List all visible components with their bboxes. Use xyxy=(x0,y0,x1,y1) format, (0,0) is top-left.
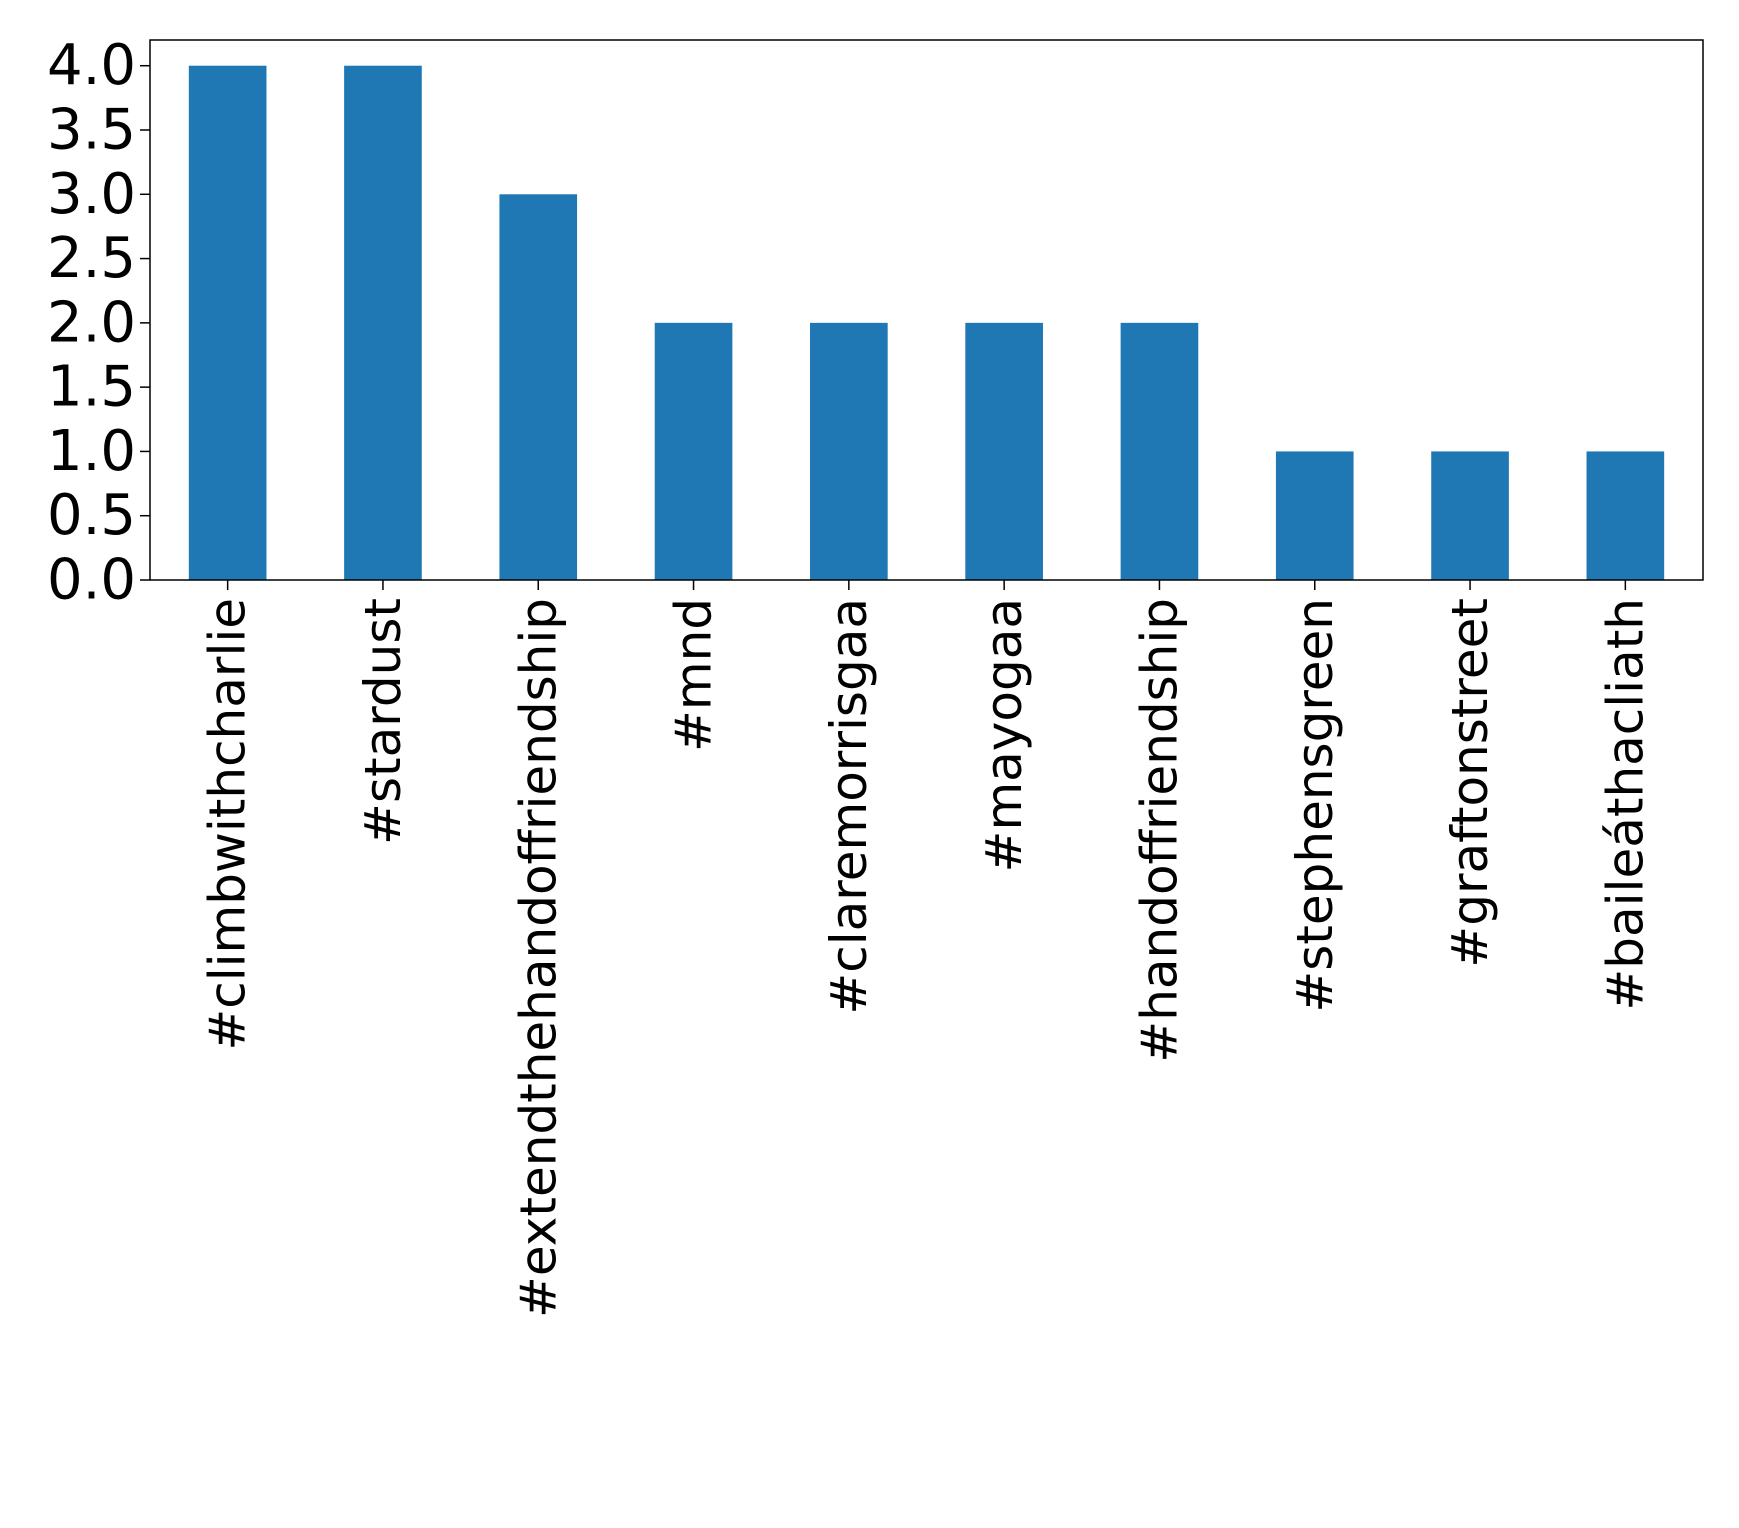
x-tick-label: #stephensgreen xyxy=(1286,598,1344,1013)
x-tick-label: #mayogaa xyxy=(975,598,1033,872)
bar-9 xyxy=(1586,451,1665,580)
bar-1 xyxy=(344,65,422,580)
y-axis: 0.00.51.01.52.02.53.03.54.0 xyxy=(47,33,150,613)
x-tick-label: #baileáthacliath xyxy=(1596,598,1654,1011)
y-tick-label: 2.0 xyxy=(47,290,136,355)
bar-8 xyxy=(1431,451,1509,580)
bar-0 xyxy=(188,65,267,580)
bar-5 xyxy=(965,322,1043,580)
y-tick-label: 3.5 xyxy=(47,98,136,163)
x-tick-label: #mnd xyxy=(665,598,723,752)
x-axis: #climbwithcharlie #stardust #extendthehand… xyxy=(199,580,1654,1318)
x-tick-label: #claremorrisgaa xyxy=(820,598,878,1015)
x-tick-label: #handoffriendship xyxy=(1130,598,1188,1063)
y-tick-label: 4.0 xyxy=(47,33,136,98)
bars-group xyxy=(188,65,1665,581)
y-tick-label: 1.5 xyxy=(47,355,136,420)
bar-7 xyxy=(1275,451,1354,580)
x-tick-label: #climbwithcharlie xyxy=(199,598,257,1051)
y-tick-label: 0.0 xyxy=(47,548,136,613)
x-tick-label: #extendthehandoffriendship xyxy=(509,598,567,1318)
y-tick-label: 1.0 xyxy=(47,419,136,484)
bar-4 xyxy=(810,322,888,580)
y-tick-label: 0.5 xyxy=(47,483,136,548)
y-tick-label: 3.0 xyxy=(47,162,136,227)
plot-frame xyxy=(149,39,1704,581)
x-tick-label: #stardust xyxy=(354,598,412,845)
bar-2 xyxy=(499,194,578,581)
y-tick-label: 2.5 xyxy=(47,226,136,291)
x-tick-label: #graftonstreet xyxy=(1441,598,1499,968)
bar-3 xyxy=(654,322,733,580)
bar-6 xyxy=(1120,322,1199,580)
